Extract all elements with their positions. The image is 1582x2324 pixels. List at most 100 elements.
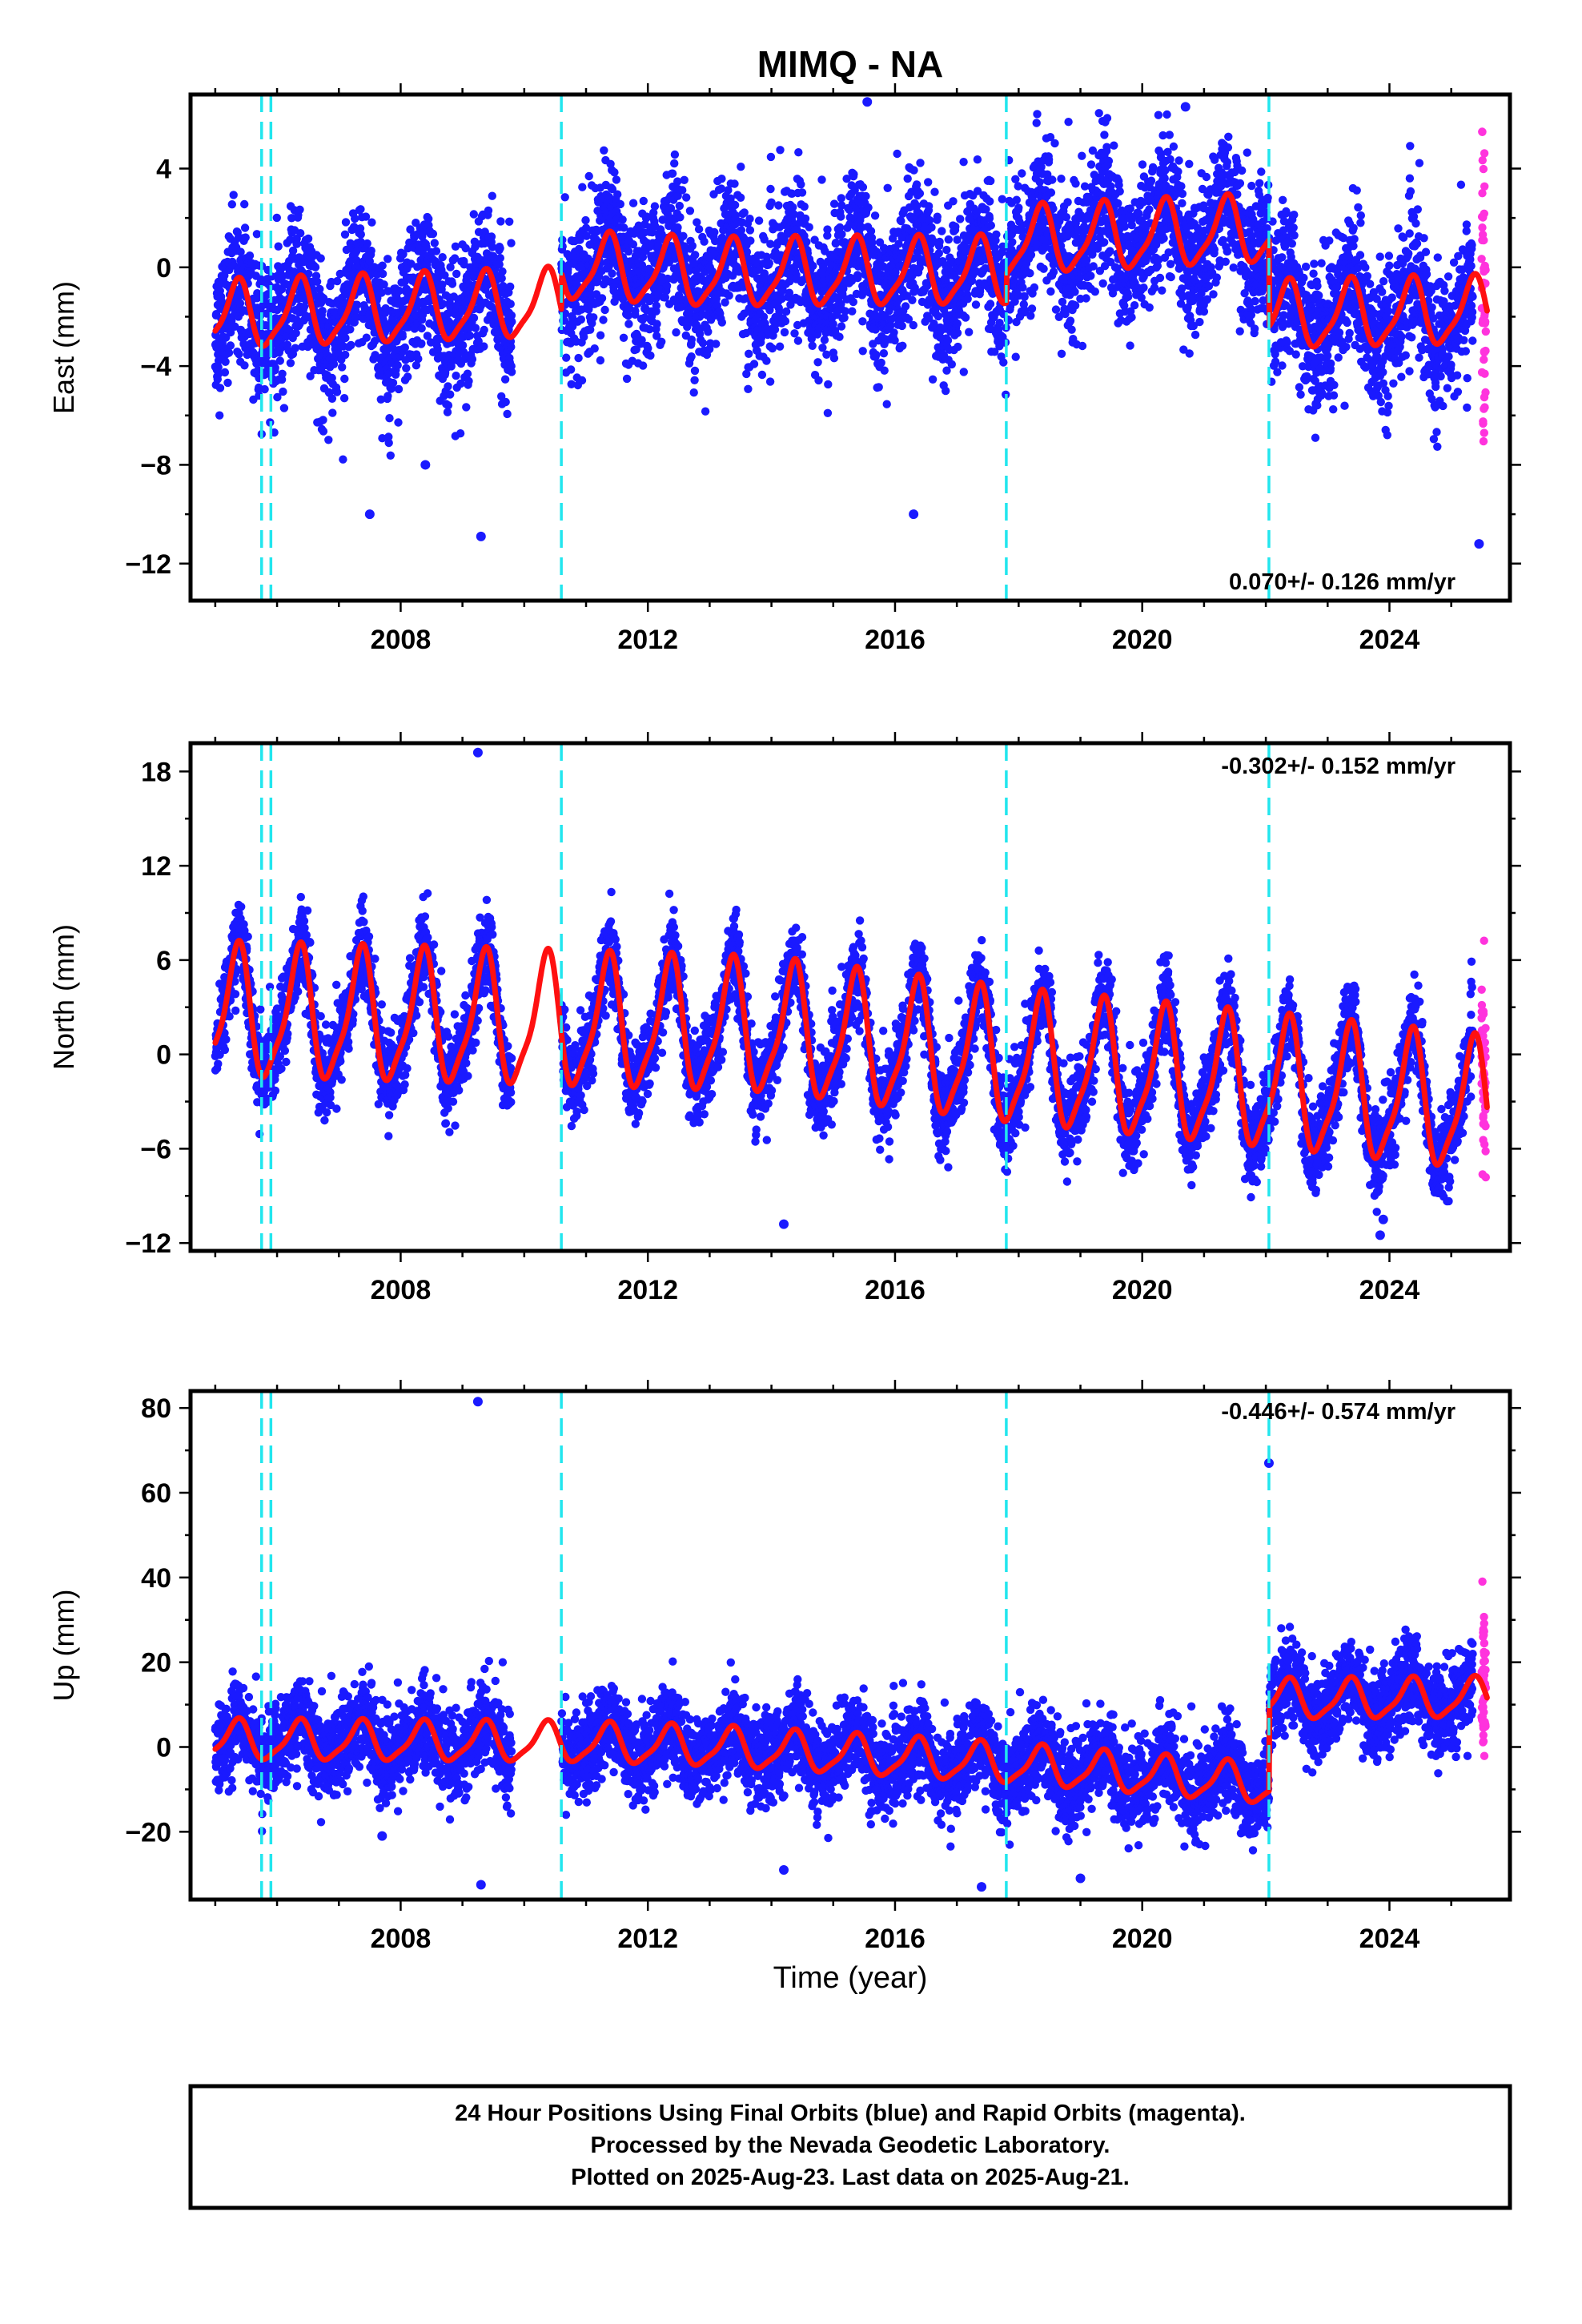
final-orbit-point bbox=[1070, 287, 1079, 296]
final-orbit-point bbox=[356, 230, 365, 239]
final-orbit-point bbox=[273, 392, 282, 402]
final-orbit-point bbox=[236, 247, 245, 256]
final-orbit-point bbox=[295, 205, 304, 214]
final-orbit-point bbox=[744, 384, 753, 393]
final-orbit-point bbox=[766, 184, 775, 194]
final-orbit-point bbox=[438, 280, 447, 289]
final-orbit-point bbox=[915, 189, 925, 198]
final-orbit-point bbox=[1064, 118, 1073, 127]
final-orbit-point bbox=[622, 374, 632, 384]
final-orbit-point bbox=[1026, 312, 1035, 320]
final-orbit-point bbox=[916, 159, 925, 167]
final-orbit-point bbox=[296, 229, 305, 238]
final-orbit-point bbox=[578, 183, 587, 191]
final-orbit-point bbox=[596, 331, 605, 340]
final-orbit-point bbox=[584, 171, 593, 181]
final-orbit-point bbox=[226, 341, 235, 350]
final-orbit-point bbox=[858, 183, 868, 191]
final-orbit-point bbox=[754, 216, 764, 225]
final-orbit-point bbox=[746, 236, 755, 245]
final-orbit-point bbox=[1160, 174, 1169, 183]
final-orbit-point bbox=[685, 207, 695, 215]
final-orbit-point bbox=[1138, 160, 1147, 169]
final-orbit-point bbox=[942, 386, 950, 396]
final-orbit-point bbox=[935, 237, 944, 247]
final-orbit-point bbox=[1195, 317, 1204, 327]
final-orbit-point bbox=[1166, 272, 1175, 282]
final-orbit-point bbox=[274, 242, 283, 251]
final-orbit-point bbox=[402, 364, 411, 372]
final-orbit-point bbox=[417, 324, 426, 333]
final-orbit-point bbox=[1185, 349, 1194, 358]
final-orbit-point bbox=[378, 261, 387, 270]
final-orbit-point bbox=[506, 300, 515, 308]
final-orbit-point bbox=[343, 280, 351, 289]
final-orbit-point bbox=[961, 313, 970, 322]
final-orbit-point bbox=[589, 313, 598, 322]
final-orbit-point bbox=[597, 294, 607, 303]
final-orbit-point bbox=[1114, 199, 1122, 208]
final-orbit-point bbox=[221, 357, 230, 366]
final-orbit-point bbox=[762, 356, 771, 365]
final-orbit-point bbox=[616, 199, 624, 209]
final-orbit-point bbox=[432, 247, 441, 255]
final-orbit-point bbox=[240, 361, 249, 370]
final-orbit-point bbox=[306, 372, 315, 380]
final-orbit-point bbox=[508, 317, 516, 326]
final-orbit-point bbox=[341, 218, 351, 227]
final-orbit-point bbox=[240, 199, 249, 209]
final-orbit-point bbox=[903, 174, 912, 183]
final-orbit-point bbox=[670, 159, 679, 168]
final-orbit-point bbox=[823, 408, 833, 417]
final-orbit-point bbox=[241, 233, 250, 242]
final-orbit-point bbox=[1191, 330, 1200, 340]
final-orbit-point bbox=[687, 335, 696, 344]
final-orbit-point bbox=[943, 336, 953, 345]
final-orbit-point bbox=[877, 358, 885, 368]
final-orbit-point bbox=[1148, 163, 1158, 172]
final-orbit-point bbox=[340, 230, 350, 239]
final-orbit-point bbox=[291, 344, 299, 352]
final-orbit-point bbox=[737, 163, 745, 171]
final-orbit-point bbox=[849, 297, 858, 307]
final-orbit-point bbox=[1027, 304, 1037, 313]
final-orbit-point bbox=[498, 267, 507, 276]
final-orbit-point bbox=[240, 223, 250, 232]
final-orbit-point bbox=[1098, 279, 1107, 288]
final-orbit-point bbox=[897, 216, 905, 226]
final-orbit-point bbox=[458, 341, 468, 350]
final-orbit-point bbox=[956, 215, 965, 223]
final-orbit-point bbox=[496, 254, 504, 263]
final-orbit-point bbox=[820, 336, 829, 344]
final-orbit-point bbox=[414, 354, 423, 364]
final-orbit-point bbox=[566, 365, 576, 374]
final-orbit-point bbox=[287, 214, 296, 223]
final-orbit-point bbox=[691, 251, 700, 259]
final-orbit-point bbox=[610, 168, 619, 177]
final-orbit-point bbox=[1048, 175, 1057, 184]
final-orbit-point bbox=[858, 317, 867, 326]
final-orbit-point bbox=[252, 230, 262, 239]
final-orbit-point bbox=[433, 344, 442, 354]
final-orbit-point bbox=[404, 372, 412, 381]
final-orbit-point bbox=[1039, 264, 1048, 273]
final-orbit-point bbox=[1174, 167, 1182, 176]
final-orbit-point bbox=[596, 356, 605, 365]
final-orbit-point bbox=[319, 416, 327, 424]
final-orbit-point bbox=[688, 241, 697, 251]
final-orbit-point bbox=[271, 364, 279, 372]
final-orbit-point bbox=[824, 380, 833, 389]
final-orbit-point bbox=[501, 397, 510, 407]
final-orbit-point bbox=[646, 351, 655, 360]
final-orbit-point bbox=[292, 239, 302, 248]
final-orbit-point bbox=[505, 217, 514, 226]
final-orbit-point bbox=[365, 257, 374, 266]
final-orbit-point bbox=[965, 328, 974, 336]
final-orbit-point bbox=[971, 300, 981, 309]
final-orbit-point bbox=[600, 146, 608, 155]
final-orbit-point bbox=[1018, 283, 1027, 292]
final-orbit-point bbox=[1011, 352, 1020, 361]
final-orbit-point bbox=[951, 222, 960, 231]
final-orbit-point bbox=[465, 331, 475, 340]
final-orbit-point bbox=[279, 404, 289, 412]
